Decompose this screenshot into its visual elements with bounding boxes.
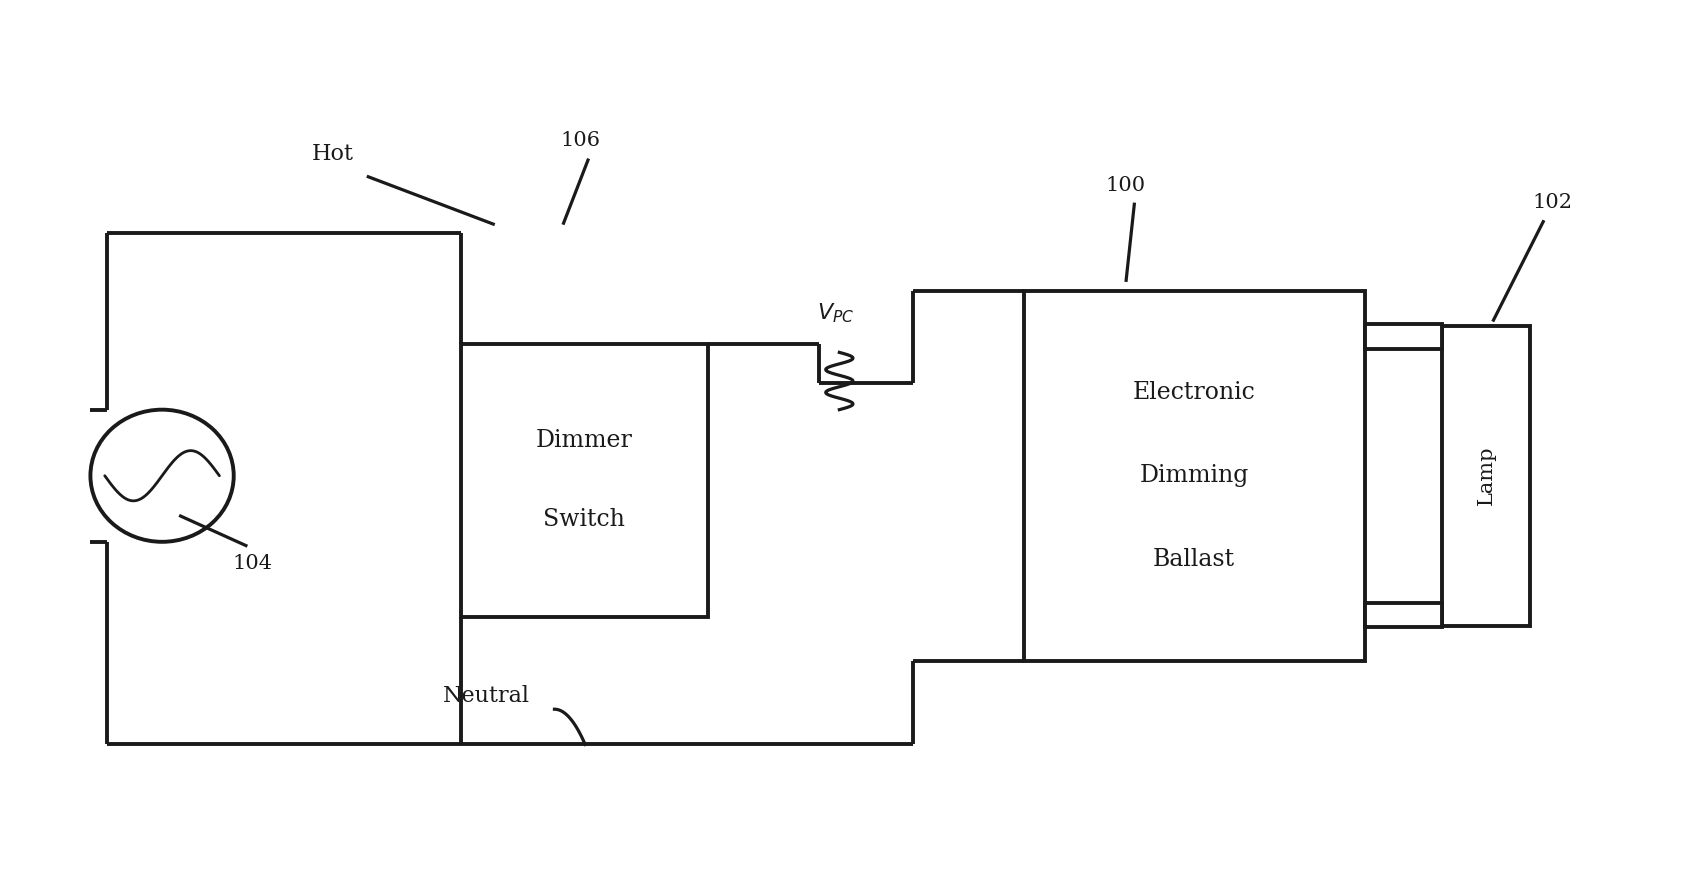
Text: 100: 100 (1105, 175, 1146, 195)
Text: 104: 104 (232, 554, 273, 574)
Text: Dimmer: Dimmer (535, 429, 633, 452)
Text: $V_{PC}$: $V_{PC}$ (817, 301, 854, 324)
Text: Switch: Switch (544, 508, 624, 531)
Bar (1023, 291, 1364, 661)
Bar (1364, 603, 1441, 627)
Text: Electronic: Electronic (1132, 381, 1255, 403)
Text: Neutral: Neutral (443, 685, 529, 707)
Text: 102: 102 (1531, 193, 1572, 212)
Bar (460, 344, 708, 617)
Text: Lamp: Lamp (1475, 446, 1495, 506)
Ellipse shape (90, 410, 234, 542)
Text: Hot: Hot (312, 144, 353, 165)
Bar (1441, 326, 1529, 626)
Text: Ballast: Ballast (1153, 548, 1234, 571)
Text: 106: 106 (559, 131, 600, 151)
Bar (1364, 324, 1441, 349)
Text: Dimming: Dimming (1139, 464, 1248, 487)
